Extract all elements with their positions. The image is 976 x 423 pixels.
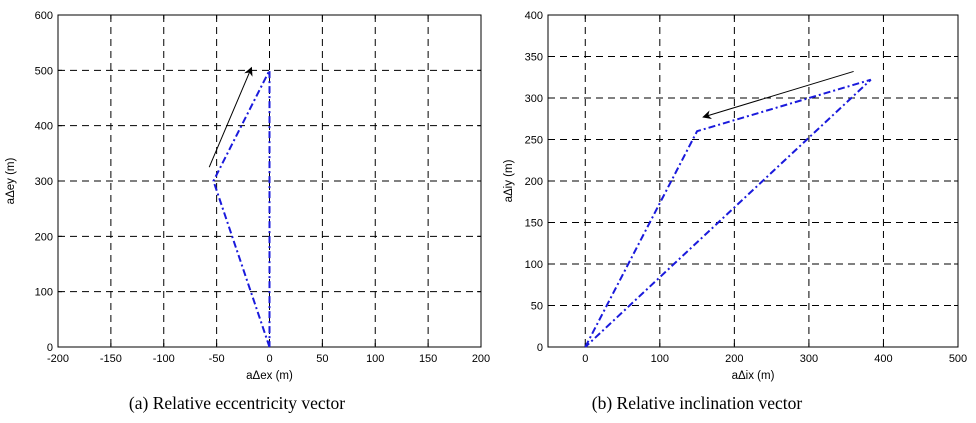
x-tick-label: -100: [153, 353, 175, 365]
x-tick-label: 400: [874, 353, 892, 365]
chart-b: 0 100 200 300 400 500 0 50 100 150 200 250 300 350 400…: [503, 10, 967, 413]
y-tick-label: 350: [525, 52, 543, 64]
chart-a: -200 -150 -100 -50 0 50 100 150 200 0 100 200 300 400…: [5, 10, 490, 413]
y-tick-label: 500: [35, 65, 53, 77]
y-tick-label: 100: [35, 287, 53, 299]
y-tick-label: 0: [47, 342, 53, 354]
x-tick-label: -50: [209, 353, 225, 365]
x-tick-label: -200: [47, 353, 69, 365]
y-tick-label: 100: [525, 259, 543, 271]
x-axis-label: aΔix (m): [732, 370, 775, 382]
y-axis-label: aΔey (m): [5, 158, 17, 205]
direction-arrow: [702, 70, 854, 120]
y-tick-label: 200: [525, 176, 543, 188]
x-tick-label: -150: [100, 353, 122, 365]
x-tick-label: 50: [316, 353, 328, 365]
x-tick-label: 300: [800, 353, 818, 365]
y-tick-label: 300: [35, 176, 53, 188]
x-tick-label: 0: [582, 353, 588, 365]
y-tick-label: 600: [35, 10, 53, 22]
y-tick-label: 250: [525, 135, 543, 147]
x-tick-label: 150: [419, 353, 437, 365]
x-tick-label: 100: [366, 353, 384, 365]
y-tick-label: 400: [525, 10, 543, 22]
series-line: [584, 78, 872, 348]
y-axis-label: aΔiy (m): [503, 159, 515, 202]
chart-caption: (b) Relative inclination vector: [592, 393, 803, 413]
y-tick-label: 400: [35, 121, 53, 133]
direction-arrow: [208, 66, 253, 168]
x-tick-label: 200: [472, 353, 490, 365]
y-tick-label: 150: [525, 218, 543, 230]
series-line: [212, 69, 271, 348]
x-tick-label: 0: [266, 353, 272, 365]
x-tick-label: 200: [725, 353, 743, 365]
y-tick-label: 200: [35, 231, 53, 243]
y-tick-label: 0: [537, 342, 543, 354]
chart-caption: (a) Relative eccentricity vector: [129, 393, 345, 413]
y-tick-label: 300: [525, 93, 543, 105]
x-axis-label: aΔex (m): [246, 370, 293, 382]
y-tick-label: 50: [531, 301, 543, 313]
x-tick-label: 500: [949, 353, 967, 365]
x-tick-label: 100: [651, 353, 669, 365]
